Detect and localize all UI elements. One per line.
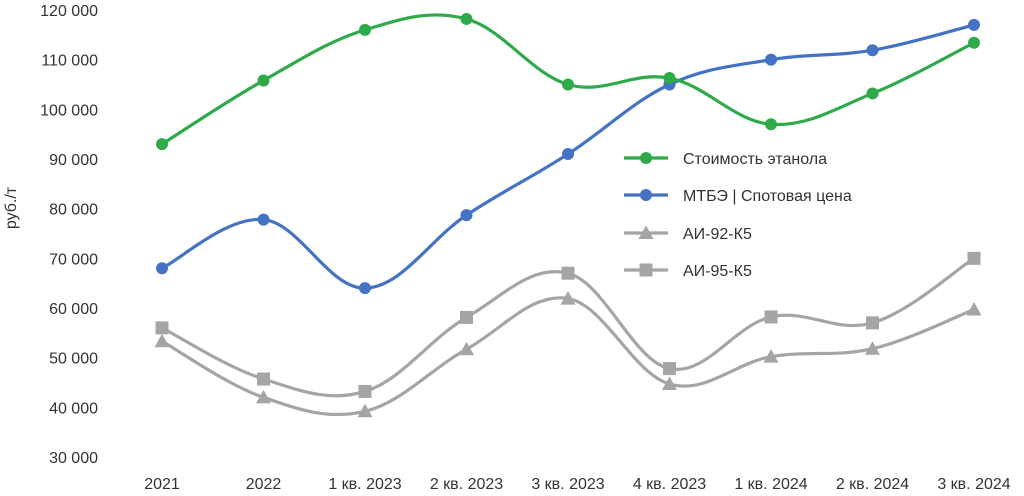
series-0 [156, 12, 980, 151]
data-point [460, 310, 473, 324]
data-point [156, 138, 168, 151]
data-point [967, 251, 981, 265]
data-point [154, 333, 170, 348]
data-point [562, 148, 574, 161]
data-point [459, 341, 474, 356]
legend-label: Стоимость этанола [683, 151, 827, 168]
y-tick-label: 70 000 [49, 251, 98, 268]
data-point [460, 12, 473, 25]
y-tick-label: 30 000 [49, 450, 98, 467]
data-point [257, 372, 270, 386]
x-tick-label: 3 кв. 2024 [937, 476, 1010, 493]
data-point [966, 301, 982, 316]
data-point [155, 321, 169, 335]
data-point [866, 87, 879, 100]
y-axis-ticks: 30 000 40 000 50 000 60 000 70 000 80 000 90 0… [40, 3, 98, 467]
data-point [663, 72, 676, 85]
data-point [866, 316, 879, 330]
data-point [765, 53, 777, 66]
y-tick-label: 100 000 [40, 102, 98, 119]
data-point [763, 349, 779, 363]
y-tick-label: 60 000 [49, 301, 98, 318]
legend-swatch-marker [638, 225, 654, 239]
y-tick-label: 50 000 [49, 351, 98, 368]
data-point [662, 376, 677, 390]
data-point [359, 23, 371, 36]
x-axis-ticks: 2021 2022 1 кв. 2023 2 кв. 2023 3 кв. 2023 4 … [144, 476, 1011, 493]
legend-item: МТБЭ | Спотовая цена [624, 188, 852, 205]
data-point [257, 74, 270, 87]
legend-swatch-marker [640, 189, 652, 201]
data-point [968, 36, 980, 49]
legend-label: АИ-95-К5 [683, 263, 752, 280]
y-tick-label: 80 000 [49, 202, 98, 219]
legend-swatch-marker [639, 263, 653, 277]
x-tick-label: 2 кв. 2024 [836, 476, 909, 493]
data-point [764, 310, 778, 324]
legend-item: АИ-95-К5 [624, 263, 752, 280]
data-point [359, 282, 371, 295]
legend-label: МТБЭ | Спотовая цена [683, 188, 852, 205]
x-tick-label: 3 кв. 2023 [531, 476, 604, 493]
data-point [765, 118, 777, 131]
x-tick-label: 2022 [246, 476, 282, 493]
y-tick-label: 110 000 [41, 53, 98, 70]
data-point [560, 291, 576, 305]
legend: Стоимость этанола МТБЭ | Спотовая цена АИ-… [624, 151, 852, 280]
data-point [256, 389, 271, 404]
legend-label: АИ-92-К5 [683, 226, 752, 243]
data-point [562, 78, 574, 91]
x-tick-label: 1 кв. 2023 [328, 476, 401, 493]
x-tick-label: 2021 [144, 476, 180, 493]
series-1 [156, 18, 980, 295]
data-point [561, 266, 575, 280]
data-point [357, 403, 373, 418]
data-point [156, 262, 168, 275]
y-tick-label: 120 000 [40, 3, 98, 20]
series-line [160, 296, 976, 417]
data-point [460, 209, 473, 222]
legend-swatch-marker [640, 152, 652, 164]
data-point [358, 384, 372, 398]
data-point [968, 18, 980, 31]
y-tick-label: 40 000 [49, 400, 98, 417]
data-point [865, 341, 880, 355]
data-point [663, 362, 676, 376]
series-layer [154, 12, 982, 418]
series-3 [155, 251, 981, 398]
series-2 [154, 291, 982, 418]
x-tick-label: 1 кв. 2024 [734, 476, 807, 493]
y-axis-label: руб./т [3, 186, 20, 229]
legend-item: АИ-92-К5 [624, 225, 752, 243]
y-tick-label: 90 000 [49, 152, 98, 169]
data-point [257, 213, 270, 226]
legend-item: Стоимость этанола [624, 151, 827, 168]
data-point [866, 44, 879, 57]
x-tick-label: 4 кв. 2023 [633, 476, 706, 493]
x-tick-label: 2 кв. 2023 [430, 476, 503, 493]
